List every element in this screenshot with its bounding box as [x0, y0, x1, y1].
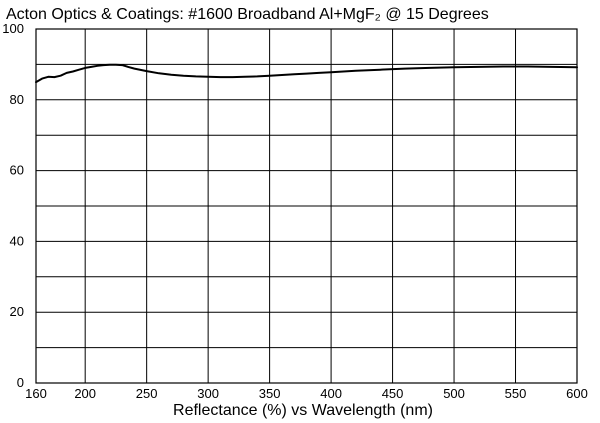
chart-title: Acton Optics & Coatings: #1600 Broadband…: [6, 6, 489, 23]
y-tick-label: 100: [2, 21, 24, 36]
y-tick-label: 20: [10, 304, 24, 319]
y-tick-label: 0: [17, 375, 24, 390]
x-tick-label: 200: [74, 386, 96, 401]
x-tick-label: 600: [566, 386, 588, 401]
x-tick-label: 160: [25, 386, 47, 401]
x-tick-label: 450: [382, 386, 404, 401]
series-group: [35, 63, 578, 84]
y-tick-label: 40: [10, 233, 24, 248]
x-tick-label: 350: [259, 386, 281, 401]
grid-lines: [35, 28, 578, 384]
x-tick-label: 250: [136, 386, 158, 401]
x-tick-label: 400: [320, 386, 342, 401]
y-tick-label: 60: [10, 163, 24, 178]
axis-tick-labels: 160 200 250 300 350 400 450 500 550 600 0 20 40 60 80 1…: [2, 21, 588, 401]
x-tick-label: 550: [505, 386, 527, 401]
y-tick-label: 80: [10, 92, 24, 107]
x-tick-label: 500: [443, 386, 465, 401]
reflectance-curve: [35, 63, 578, 84]
x-tick-label: 300: [197, 386, 219, 401]
plot-frame: [35, 28, 578, 384]
x-axis-label: Reflectance (%) vs Wavelength (nm): [173, 402, 433, 419]
